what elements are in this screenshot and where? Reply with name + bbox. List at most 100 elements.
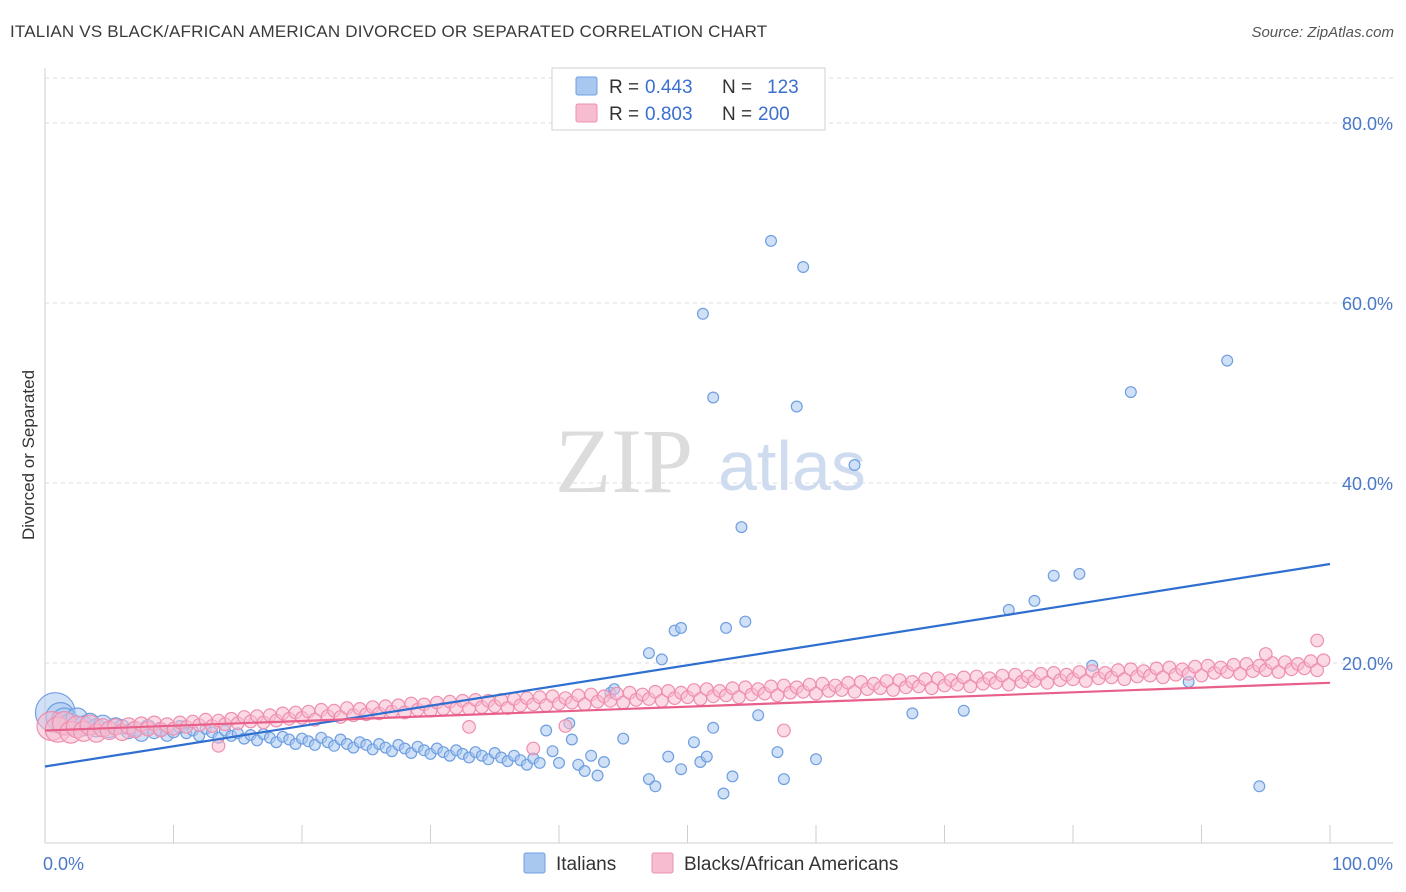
italians-point <box>565 733 578 746</box>
italians-point <box>597 755 610 768</box>
italians-point <box>591 769 604 782</box>
blacks-point <box>1310 663 1325 678</box>
watermark-atlas: atlas <box>718 427 866 505</box>
blacks-point <box>211 738 226 753</box>
gridlines <box>45 77 1393 664</box>
blacks-point <box>462 720 476 734</box>
italians-point <box>735 521 748 534</box>
italians-point <box>578 764 591 777</box>
bottom-legend-swatch-italians <box>523 852 546 874</box>
blacks-point <box>732 690 746 705</box>
legend-r-label-blacks: R = <box>609 104 639 125</box>
italians-point <box>662 750 675 763</box>
legend-n-label-italians: N = <box>722 77 752 98</box>
italians-point <box>1124 386 1137 399</box>
x-tick-label-min: 0.0% <box>43 854 84 874</box>
y-tick-labels: 20.0% 40.0% 60.0% 80.0% <box>1342 114 1393 674</box>
blacks-point <box>776 723 791 738</box>
y-tick-label: 60.0% <box>1342 294 1393 314</box>
italians-point <box>655 653 668 666</box>
blacks-point <box>809 686 823 701</box>
italians-point <box>752 709 765 722</box>
blacks-point <box>1310 633 1325 648</box>
y-axis-title: Divorced or Separated <box>19 370 38 540</box>
bottom-legend-swatch-blacks <box>651 852 674 874</box>
source-label: Source: ZipAtlas.com <box>1251 24 1394 41</box>
blacks-point <box>1258 647 1273 661</box>
blacks-point <box>1271 665 1286 679</box>
legend-swatch-blacks <box>575 103 598 123</box>
italians-point <box>726 770 739 783</box>
legend-r-label-italians: R = <box>609 77 639 98</box>
italians-point <box>1047 569 1060 582</box>
bottom-legend-label-blacks: Blacks/African Americans <box>684 854 898 875</box>
blacks-point <box>1194 668 1209 683</box>
blacks-point <box>886 683 900 697</box>
legend-n-label-blacks: N = <box>722 104 752 125</box>
italians-point <box>533 756 546 769</box>
blacks-point <box>1078 674 1093 688</box>
trend-line-blacks <box>44 681 1331 732</box>
italians-point <box>617 732 630 745</box>
italians-point <box>687 736 700 749</box>
bottom-legend-label-italians: Italians <box>556 854 616 875</box>
italians-point <box>739 615 752 628</box>
y-tick-label: 40.0% <box>1342 474 1393 494</box>
blacks-point <box>770 688 785 703</box>
italians-point <box>809 753 822 766</box>
blacks-point <box>1117 672 1132 687</box>
italians-point <box>790 400 803 413</box>
legend-n-value-italians: 123 <box>767 77 799 98</box>
italians-point <box>696 307 709 320</box>
italians-point <box>540 724 553 737</box>
italians-point <box>765 234 778 247</box>
trend-lines <box>44 562 1331 768</box>
italians-point <box>642 647 655 660</box>
legend-top: R = 0.443 N = 123 R = 0.803 N = 200 <box>551 67 826 131</box>
italians-point <box>1028 594 1041 607</box>
italians-point <box>717 787 730 800</box>
legend-bottom: Italians Blacks/African Americans <box>523 852 898 875</box>
blacks-point <box>847 684 862 699</box>
legend-r-value-blacks: 0.803 <box>645 104 693 125</box>
italians-point <box>552 756 565 769</box>
blacks-point <box>1316 653 1331 668</box>
watermark: ZIP atlas <box>555 410 866 512</box>
blacks-point <box>526 741 541 756</box>
chart-title: ITALIAN VS BLACK/AFRICAN AMERICAN DIVORC… <box>10 22 768 41</box>
legend-swatch-italians <box>575 76 598 96</box>
italians-point <box>797 261 810 274</box>
x-tick-label-max: 100.0% <box>1332 854 1393 874</box>
italians-point <box>675 763 688 776</box>
italians-point <box>707 721 720 734</box>
legend-n-value-blacks: 200 <box>758 104 790 125</box>
blacks-point <box>1001 677 1016 692</box>
blacks-point <box>963 679 978 694</box>
italians-point <box>777 773 790 786</box>
italians-point <box>700 750 713 763</box>
y-tick-label: 20.0% <box>1342 654 1393 674</box>
italians-point <box>1253 780 1266 793</box>
legend-r-value-italians: 0.443 <box>645 77 693 98</box>
blacks-point <box>1156 670 1170 685</box>
y-tick-label: 80.0% <box>1342 114 1393 134</box>
blacks-point <box>924 681 939 696</box>
blacks-point <box>1233 666 1247 681</box>
italians-point <box>848 459 861 472</box>
italians-point <box>1221 354 1234 367</box>
blacks-point <box>558 719 573 733</box>
italians-point <box>1073 567 1086 580</box>
italians-point <box>720 621 733 634</box>
trend-line-italians <box>44 562 1331 768</box>
italians-point <box>707 391 720 404</box>
italians-point <box>675 621 688 634</box>
blacks-point <box>1040 675 1055 690</box>
italians-point <box>957 704 970 717</box>
italians-point <box>906 707 919 720</box>
italians-point <box>771 746 784 759</box>
italians-point <box>649 780 662 793</box>
italians-point <box>546 745 559 758</box>
italians-point <box>585 749 598 762</box>
watermark-zip: ZIP <box>555 410 693 512</box>
